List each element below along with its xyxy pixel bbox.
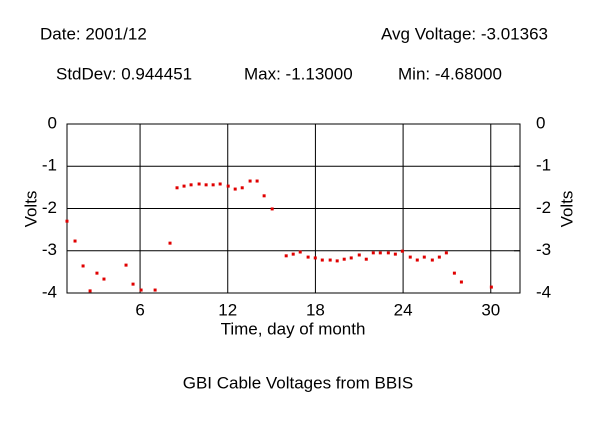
- header-date: Date: 2001/12: [40, 24, 147, 43]
- point: [182, 184, 186, 188]
- point: [88, 289, 92, 293]
- point: [139, 288, 143, 292]
- x-tick-label: 6: [135, 300, 144, 319]
- point: [240, 186, 244, 190]
- y-tick-label: 0: [48, 113, 57, 132]
- point: [255, 179, 259, 183]
- x-tick-label: 24: [394, 300, 413, 319]
- point: [175, 186, 179, 190]
- point: [153, 288, 157, 292]
- x-tick-label: 12: [218, 300, 237, 319]
- point: [306, 255, 310, 259]
- header-stddev: StdDev: 0.944451: [56, 64, 192, 83]
- point: [211, 183, 215, 187]
- point: [189, 183, 193, 187]
- point: [291, 252, 295, 256]
- point: [102, 277, 106, 281]
- point: [313, 256, 317, 260]
- point: [378, 251, 382, 255]
- y-tick-label: -3: [42, 240, 57, 259]
- point: [233, 187, 237, 191]
- y2-tick-label: -1: [536, 156, 551, 175]
- point: [65, 219, 69, 223]
- point: [335, 259, 339, 263]
- point: [284, 254, 288, 258]
- y-tick-label: -2: [42, 198, 57, 217]
- point: [73, 239, 77, 243]
- x-tick-label: 30: [481, 300, 500, 319]
- header-min: Min: -4.68000: [398, 64, 502, 83]
- point: [131, 282, 135, 286]
- point: [328, 258, 332, 262]
- y2-tick-label: -2: [536, 198, 551, 217]
- y-axis-label: Volts: [21, 191, 40, 228]
- point: [364, 257, 368, 261]
- point: [400, 249, 404, 253]
- point: [430, 258, 434, 262]
- point: [349, 256, 353, 260]
- point: [408, 255, 412, 259]
- point: [415, 258, 419, 262]
- point: [298, 250, 302, 254]
- point: [168, 241, 172, 245]
- point: [218, 182, 222, 186]
- point: [124, 263, 128, 267]
- point: [452, 271, 456, 275]
- point: [95, 271, 99, 275]
- point: [422, 255, 426, 259]
- point: [489, 285, 493, 289]
- point: [248, 179, 252, 183]
- point: [393, 252, 397, 256]
- header-avg: Avg Voltage: -3.01363: [381, 24, 548, 43]
- point: [320, 258, 324, 262]
- point: [437, 255, 441, 259]
- y2-tick-label: 0: [536, 113, 545, 132]
- point: [226, 184, 230, 188]
- x-tick-label: 18: [306, 300, 325, 319]
- point: [81, 264, 85, 268]
- point: [371, 251, 375, 255]
- header-max: Max: -1.13000: [244, 64, 353, 83]
- point: [204, 183, 208, 187]
- point: [342, 257, 346, 261]
- point: [386, 251, 390, 255]
- point: [262, 194, 266, 198]
- chart-title: GBI Cable Voltages from BBIS: [183, 373, 414, 392]
- y2-tick-label: -3: [536, 240, 551, 259]
- y-tick-label: -4: [42, 282, 57, 301]
- y2-axis-label: Volts: [557, 191, 576, 228]
- point: [270, 207, 274, 211]
- x-axis-label: Time, day of month: [221, 319, 366, 338]
- point: [459, 280, 463, 284]
- y2-tick-label: -4: [536, 282, 551, 301]
- point: [357, 253, 361, 257]
- point: [197, 182, 201, 186]
- y-tick-label: -1: [42, 156, 57, 175]
- point: [444, 251, 448, 255]
